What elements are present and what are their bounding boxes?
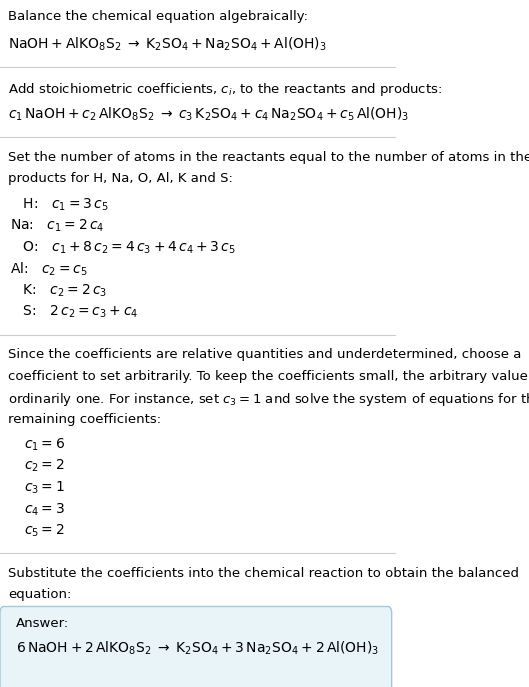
- Text: $c_2 = 2$: $c_2 = 2$: [24, 458, 65, 475]
- Text: Balance the chemical equation algebraically:: Balance the chemical equation algebraica…: [8, 10, 308, 23]
- Text: $c_4 = 3$: $c_4 = 3$: [24, 501, 65, 517]
- Text: $6\,\mathrm{NaOH} + 2\,\mathrm{AlKO_8S_2} \;\rightarrow\; \mathrm{K_2SO_4} + 3\,: $6\,\mathrm{NaOH} + 2\,\mathrm{AlKO_8S_2…: [16, 640, 379, 657]
- Text: remaining coefficients:: remaining coefficients:: [8, 413, 161, 426]
- Text: $c_3 = 1$: $c_3 = 1$: [24, 480, 65, 496]
- Text: Substitute the coefficients into the chemical reaction to obtain the balanced: Substitute the coefficients into the che…: [8, 567, 519, 580]
- Text: $c_5 = 2$: $c_5 = 2$: [24, 523, 65, 539]
- Text: Set the number of atoms in the reactants equal to the number of atoms in the: Set the number of atoms in the reactants…: [8, 151, 529, 164]
- Text: O:   $c_1 + 8\,c_2 = 4\,c_3 + 4\,c_4 + 3\,c_5$: O: $c_1 + 8\,c_2 = 4\,c_3 + 4\,c_4 + 3\,…: [14, 239, 236, 256]
- Text: Add stoichiometric coefficients, $c_i$, to the reactants and products:: Add stoichiometric coefficients, $c_i$, …: [8, 80, 442, 98]
- Text: K:   $c_2 = 2\,c_3$: K: $c_2 = 2\,c_3$: [14, 282, 107, 299]
- Text: H:   $c_1 = 3\,c_5$: H: $c_1 = 3\,c_5$: [14, 196, 108, 212]
- Text: $c_1\,\mathrm{NaOH} + c_2\,\mathrm{AlKO_8S_2} \;\rightarrow\; c_3\,\mathrm{K_2SO: $c_1\,\mathrm{NaOH} + c_2\,\mathrm{AlKO_…: [8, 106, 409, 123]
- Text: Na:   $c_1 = 2\,c_4$: Na: $c_1 = 2\,c_4$: [10, 218, 104, 234]
- FancyBboxPatch shape: [0, 607, 391, 687]
- Text: equation:: equation:: [8, 588, 71, 601]
- Text: Since the coefficients are relative quantities and underdetermined, choose a: Since the coefficients are relative quan…: [8, 348, 521, 361]
- Text: Al:   $c_2 = c_5$: Al: $c_2 = c_5$: [10, 261, 87, 278]
- Text: S:   $2\,c_2 = c_3 + c_4$: S: $2\,c_2 = c_3 + c_4$: [14, 304, 138, 320]
- Text: Answer:: Answer:: [16, 617, 69, 630]
- Text: $c_1 = 6$: $c_1 = 6$: [24, 436, 65, 453]
- Text: products for H, Na, O, Al, K and S:: products for H, Na, O, Al, K and S:: [8, 172, 233, 185]
- Text: ordinarily one. For instance, set $c_3 = 1$ and solve the system of equations fo: ordinarily one. For instance, set $c_3 =…: [8, 391, 529, 408]
- Text: $\mathrm{NaOH + AlKO_8S_2} \;\rightarrow\; \mathrm{K_2SO_4 + Na_2SO_4 + Al(OH)_3: $\mathrm{NaOH + AlKO_8S_2} \;\rightarrow…: [8, 35, 327, 53]
- Text: coefficient to set arbitrarily. To keep the coefficients small, the arbitrary va: coefficient to set arbitrarily. To keep …: [8, 370, 529, 383]
